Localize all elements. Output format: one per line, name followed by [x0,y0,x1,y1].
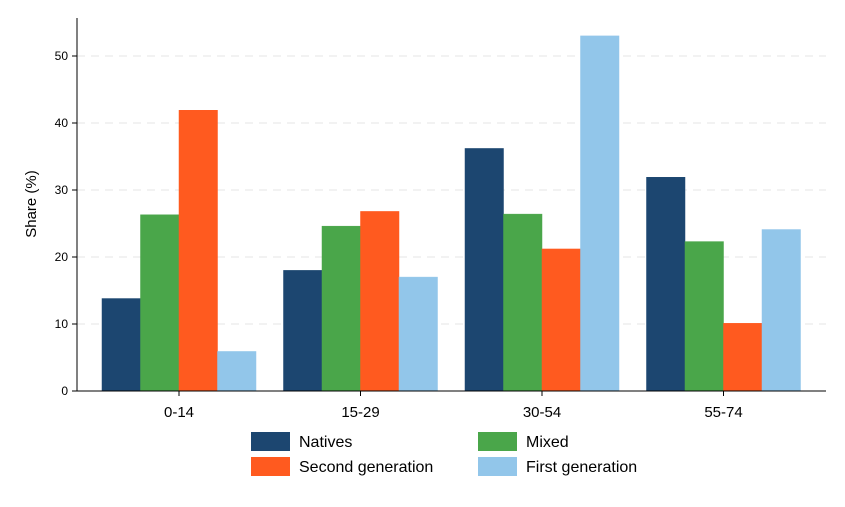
y-tick-label: 0 [61,384,68,398]
x-tick-label: 15-29 [341,404,379,421]
bar [723,323,763,392]
legend: Natives Mixed Second generation First gener… [251,432,637,476]
bar [761,229,801,392]
x-tick-label: 30-54 [523,404,561,421]
legend-label: Second generation [299,459,433,476]
legend-swatch [478,432,517,451]
bar [541,248,581,392]
legend-label: Natives [299,434,352,451]
bar [580,35,620,392]
y-tick-label: 10 [55,317,69,331]
bar [503,213,543,392]
axes [76,18,826,392]
bar [283,270,323,392]
bar [178,110,218,392]
bar [646,177,686,392]
legend-swatch [478,457,517,476]
legend-label: Mixed [526,434,569,451]
y-tick-label: 50 [55,49,69,63]
y-tick-label: 30 [55,183,69,197]
legend-swatch [251,432,290,451]
bar [321,225,361,392]
bar [464,148,504,392]
y-axis-label: Share (%) [23,170,40,238]
x-ticks: 0-14 15-29 30-54 55-74 [164,391,743,421]
x-tick-label: 0-14 [164,404,194,421]
bar [398,276,438,392]
legend-swatch [251,457,290,476]
y-tick-label: 20 [55,250,69,264]
y-ticks: 0 10 20 30 40 50 [55,49,77,398]
bar [140,214,180,392]
bar [360,211,400,392]
bar [101,298,141,392]
bar [684,241,724,392]
x-tick-label: 55-74 [704,404,742,421]
y-tick-label: 40 [55,116,69,130]
bar [217,351,257,392]
legend-label: First generation [526,459,637,476]
bars [101,35,801,392]
